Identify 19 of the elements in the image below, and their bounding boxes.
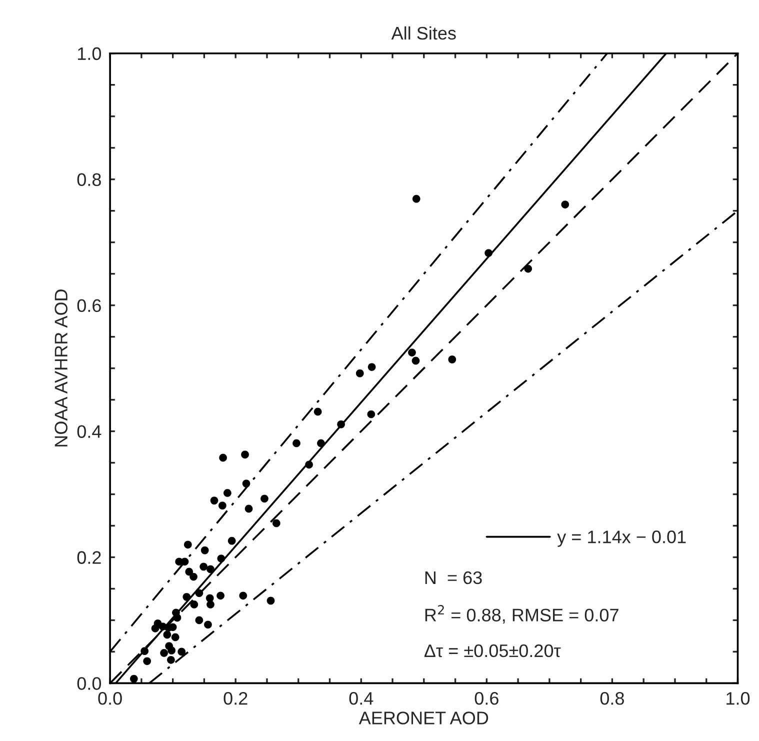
- annotation: N = 63: [425, 571, 482, 584]
- y-axis-title: NOAA AVHRR AOD: [54, 290, 68, 446]
- x-tick-label: 0.4: [349, 692, 374, 705]
- annotation: R$^{2}$ = 0.88, RMSE = 0.07: [425, 605, 618, 624]
- legend-label: y = 1.14x − 0.01: [557, 530, 686, 547]
- x-tick-label: 0.8: [600, 692, 624, 705]
- annotation: Δτ = ±0.05±0.20τ: [424, 644, 561, 658]
- y-tick-label: 0.8: [77, 173, 101, 186]
- x-tick-label: 1.0: [726, 692, 750, 705]
- chart-title: All Sites: [391, 26, 456, 40]
- y-tick-label: 1.0: [78, 47, 102, 60]
- x-tick-label: 0.2: [224, 692, 248, 705]
- y-tick-label: 0.4: [77, 425, 102, 438]
- y-tick-label: 0.0: [77, 677, 102, 690]
- x-axis-title: AERONET AOD: [358, 712, 488, 724]
- x-tick-label: 0.0: [98, 692, 122, 705]
- x-tick-label: 0.6: [474, 692, 498, 705]
- y-tick-label: 0.6: [77, 299, 101, 312]
- y-tick-label: 0.2: [77, 551, 101, 564]
